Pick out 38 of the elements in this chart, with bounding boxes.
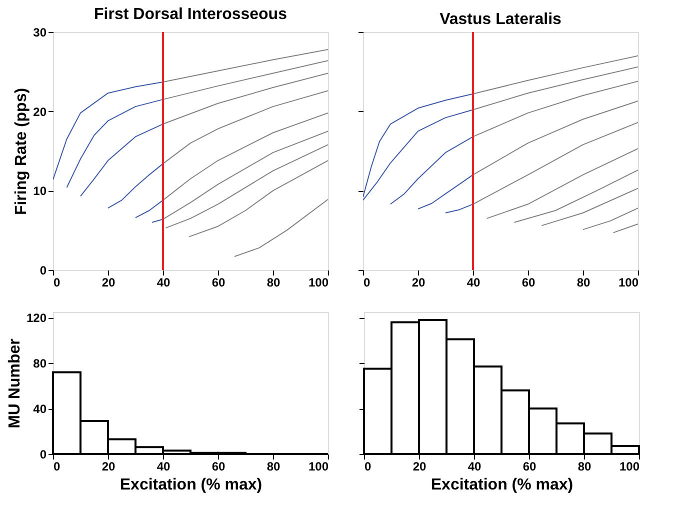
x-tick-label: 100	[619, 460, 640, 474]
y-tick-label: 20	[33, 104, 47, 119]
y-tick-label: 10	[33, 184, 47, 198]
x-tick-label: 40	[468, 460, 482, 474]
x-tick-label: 20	[412, 276, 426, 290]
x-tick-label: 20	[102, 460, 116, 474]
x-tick-label: 0	[364, 276, 370, 290]
x-tick-label: 80	[578, 460, 592, 474]
chart-title: First Dorsal Interosseous	[94, 6, 288, 23]
x-tick-label: 60	[212, 460, 226, 474]
x-axis-title: Excitation (% max)	[120, 476, 262, 494]
x-tick-label: 80	[576, 276, 590, 290]
y-tick-label: 30	[33, 26, 47, 40]
chart-title: Vastus Lateralis	[440, 11, 562, 28]
y-axis-title: Firing Rate (pps)	[13, 88, 30, 216]
x-tick-label: 20	[412, 460, 426, 474]
y-axis-title: MU Number	[6, 338, 24, 428]
x-tick-label: 80	[266, 460, 280, 474]
x-tick-label: 40	[466, 276, 480, 290]
x-tick-label: 80	[266, 276, 280, 290]
y-tick-label: 80	[33, 356, 47, 371]
x-tick-label: 0	[364, 460, 372, 474]
x-tick-label: 40	[156, 460, 170, 474]
x-tick-label: 100	[308, 276, 329, 290]
x-tick-label: 40	[156, 276, 170, 290]
y-tick-label: 40	[33, 402, 47, 416]
x-tick-label: 0	[54, 460, 60, 474]
x-tick-label: 0	[54, 276, 60, 290]
x-tick-label: 20	[102, 276, 116, 290]
x-tick-label: 100	[618, 276, 639, 290]
y-tick-label: 0	[40, 448, 47, 462]
x-tick-label: 60	[522, 276, 536, 290]
y-tick-label: 0	[40, 264, 47, 278]
x-tick-label: 60	[522, 460, 536, 474]
x-tick-label: 100	[308, 460, 329, 474]
y-tick-label: 120	[26, 311, 47, 326]
x-tick-label: 60	[212, 276, 226, 290]
x-axis-title: Excitation (% max)	[430, 476, 574, 494]
